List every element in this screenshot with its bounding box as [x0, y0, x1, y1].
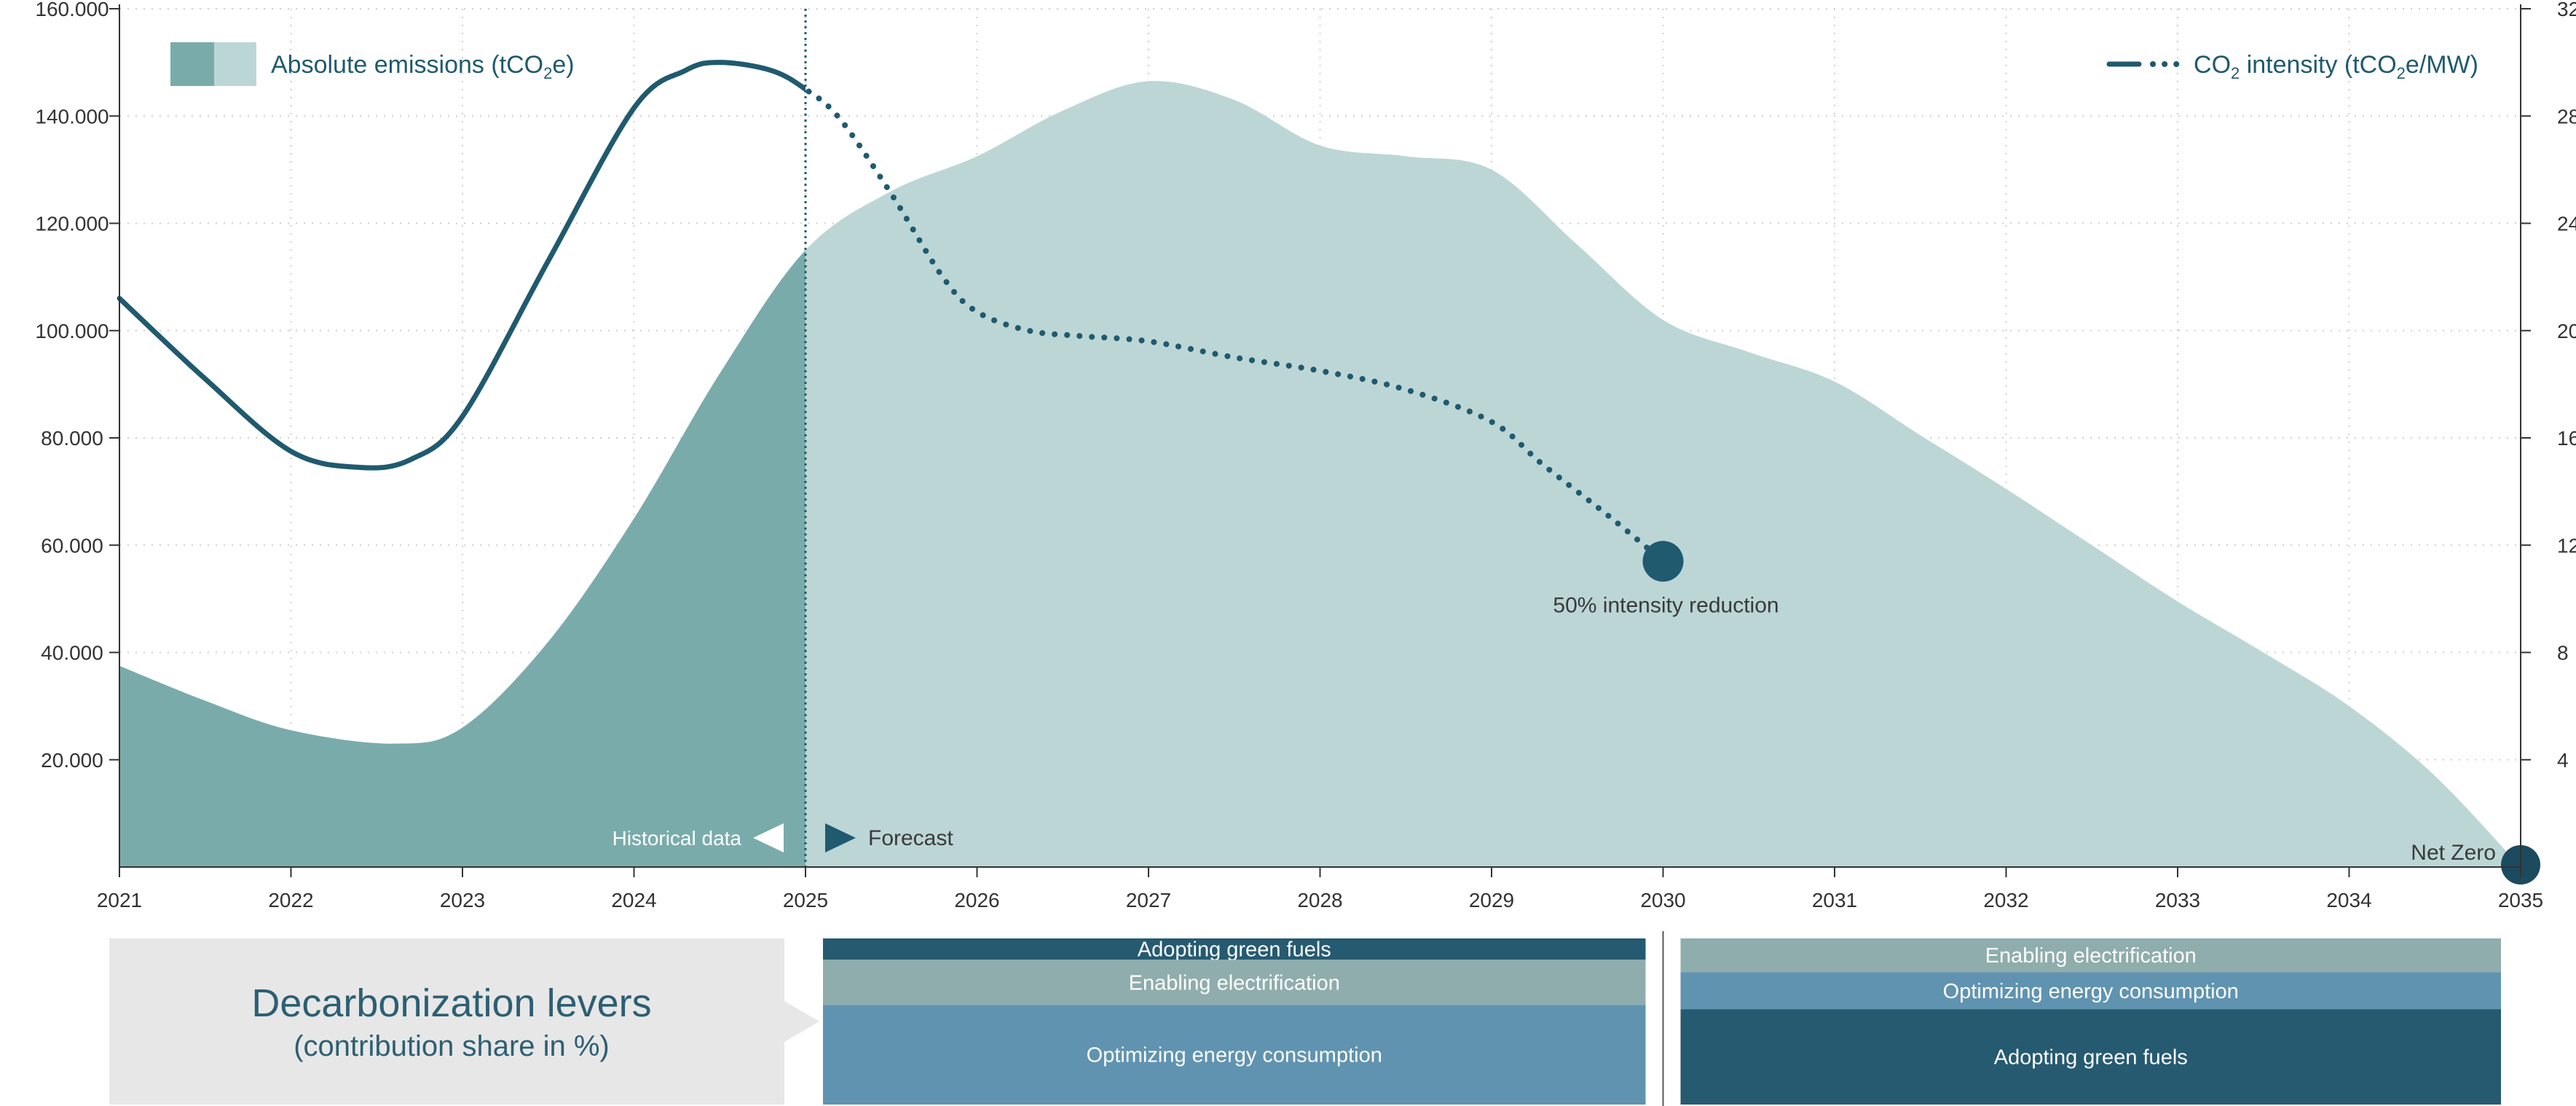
historical-data-label: Historical data: [613, 827, 742, 850]
lever-block: [1680, 972, 2501, 1010]
x-tick-label: 2035: [2498, 889, 2543, 911]
y2-tick-label: 12: [2557, 534, 2576, 557]
x-tick-label: 2024: [611, 889, 656, 911]
intensity-milestone-dot: [1642, 541, 1684, 582]
x-tick-label: 2028: [1297, 889, 1342, 911]
forecast-intensity-line: [806, 85, 1666, 565]
y-tick-label: 40.000: [41, 642, 103, 664]
x-tick-label: 2030: [1640, 889, 1685, 911]
lever-block-label: Adopting green fuels: [1994, 1046, 2188, 1070]
y-tick-label: 140.000: [35, 105, 109, 128]
net-zero-label: Net Zero: [2411, 841, 2496, 865]
milestone-label: 50% intensity reduction: [1553, 593, 1779, 617]
historical-intensity-line: [117, 60, 806, 471]
x-tick-label: 2031: [1812, 889, 1857, 911]
lever-block-label: Enabling electrification: [1129, 971, 1340, 995]
x-tick-label: 2034: [2326, 889, 2371, 911]
y2-tick-label: 28: [2557, 105, 2576, 128]
y2-tick-label: 24: [2557, 213, 2576, 235]
y2-tick-label: 16: [2557, 427, 2576, 450]
y2-tick-label: 20: [2557, 320, 2576, 342]
x-axis-ticks: 2021 2022 2023 2024 2025 2026 2027 2028 2029 2030…: [97, 867, 2543, 911]
y-tick-label: 20.000: [41, 749, 103, 772]
y2-tick-label: 8: [2557, 642, 2569, 664]
legend-emissions-label: Absolute emissions (tCO2e): [271, 51, 575, 82]
legend-emissions-swatch-historical: [170, 42, 214, 86]
x-tick-label: 2032: [1983, 889, 2028, 911]
y-tick-label: 60.000: [41, 534, 103, 557]
lever-blocks: Adopting green fuels Enabling electrifica…: [823, 938, 2501, 1105]
levers-panel: Decarbonization levers (contribution sha…: [109, 931, 2501, 1106]
lever-block: [823, 1005, 1646, 1105]
forecast-arrow-icon: [825, 823, 856, 852]
levers-subtitle: (contribution share in %): [294, 1030, 610, 1062]
y-tick-label: 120.000: [35, 213, 109, 235]
x-tick-label: 2023: [440, 889, 485, 911]
y-axis-ticks: 20.000 40.000 60.000 80.000 100.000 120.000 14…: [35, 0, 119, 772]
levers-title: Decarbonization levers: [251, 981, 651, 1025]
legend-intensity: CO2 intensity (tCO2e/MW): [2106, 51, 2478, 82]
lever-block: [823, 938, 1646, 960]
legend-intensity-label: CO2 intensity (tCO2e/MW): [2194, 51, 2478, 82]
lever-block-label: Adopting green fuels: [1138, 938, 1331, 962]
y2-tick-label: 4: [2557, 749, 2569, 772]
y-tick-label: 80.000: [41, 427, 103, 450]
x-tick-label: 2029: [1469, 889, 1514, 911]
legend-emissions: Absolute emissions (tCO2e): [170, 42, 575, 86]
x-tick-label: 2027: [1126, 889, 1171, 911]
forecast-emissions-area: [806, 81, 2521, 867]
x-tick-label: 2033: [2155, 889, 2200, 911]
y2-axis-ticks: 4 8 12 16 20 24 28 32: [2521, 0, 2576, 772]
lever-block-label: Optimizing energy consumption: [1943, 980, 2239, 1003]
x-tick-label: 2026: [954, 889, 999, 911]
lever-block: [1680, 938, 2501, 973]
y-tick-label: 160.000: [35, 0, 109, 20]
lever-block: [1680, 1009, 2501, 1105]
lever-block: [823, 960, 1646, 1005]
lever-block-label: Optimizing energy consumption: [1087, 1044, 1382, 1067]
lever-block-label: Enabling electrification: [1985, 944, 2197, 968]
x-tick-label: 2025: [783, 889, 828, 911]
legend-emissions-swatch-forecast: [214, 42, 256, 86]
y-tick-label: 100.000: [35, 320, 109, 342]
y2-tick-label: 32: [2557, 0, 2576, 20]
x-tick-label: 2021: [97, 889, 142, 911]
historical-arrow-icon: [753, 823, 784, 852]
forecast-label: Forecast: [868, 826, 953, 850]
historical-emissions-area: [119, 250, 806, 867]
levers-banner: [109, 938, 819, 1105]
x-tick-label: 2022: [268, 889, 313, 911]
